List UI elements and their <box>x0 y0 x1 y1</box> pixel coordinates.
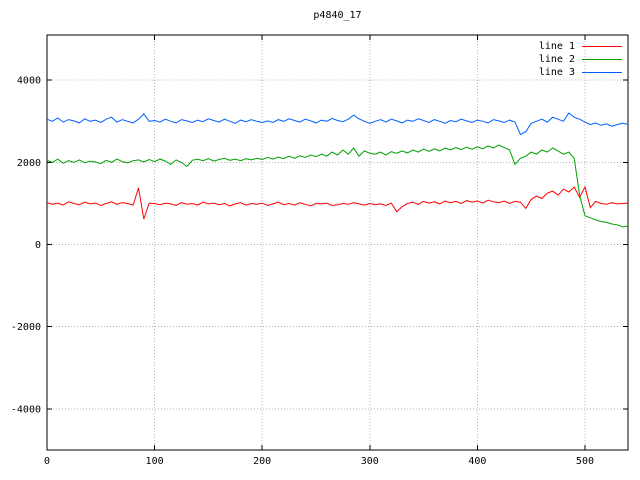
legend-line-sample <box>582 46 622 47</box>
series-line-2 <box>46 144 629 228</box>
series-line-3 <box>46 112 629 136</box>
y-tick-label: 2000 <box>17 158 41 169</box>
legend-label: line 2 <box>538 54 575 65</box>
x-tick-label: 100 <box>146 456 164 467</box>
legend: line 1 line 2 line 3 <box>539 40 622 79</box>
y-tick-label: -2000 <box>11 322 41 333</box>
legend-label: line 1 <box>538 41 575 52</box>
y-tick-label: -4000 <box>11 404 41 415</box>
x-tick-label: 400 <box>468 456 486 467</box>
x-tick-label: 300 <box>361 456 379 467</box>
legend-line-sample <box>582 59 622 60</box>
x-tick-label: 200 <box>253 456 271 467</box>
legend-item-line-3: line 3 <box>539 66 622 79</box>
legend-item-line-1: line 1 <box>539 40 622 53</box>
legend-label: line 3 <box>538 67 575 78</box>
plot-border <box>46 34 629 451</box>
chart-title: p4840_17 <box>313 10 362 21</box>
x-tick-label: 500 <box>576 456 594 467</box>
y-tick-label: 0 <box>35 240 41 251</box>
legend-item-line-2: line 2 <box>539 53 622 66</box>
x-tick-label: 0 <box>44 456 50 467</box>
legend-line-sample <box>582 72 622 73</box>
y-tick-label: 4000 <box>17 76 41 87</box>
series-line-1 <box>46 185 629 220</box>
